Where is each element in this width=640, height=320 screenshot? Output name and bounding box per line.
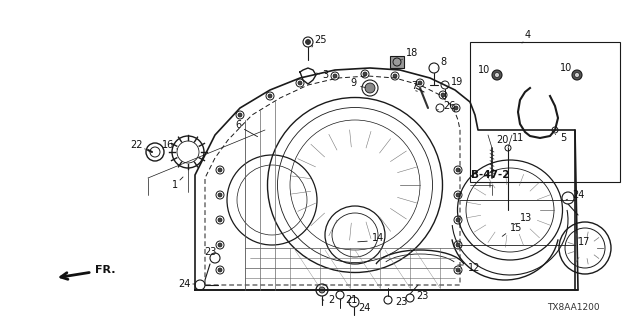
Circle shape <box>572 70 582 80</box>
Circle shape <box>363 72 367 76</box>
Text: 10: 10 <box>560 63 572 73</box>
Text: FR.: FR. <box>61 265 115 279</box>
Text: 5: 5 <box>560 133 566 143</box>
Text: 26: 26 <box>443 101 456 111</box>
Text: 24: 24 <box>358 303 371 313</box>
Text: 3: 3 <box>322 70 328 80</box>
Text: 9: 9 <box>350 78 356 88</box>
Circle shape <box>456 268 460 272</box>
Circle shape <box>456 243 460 247</box>
Circle shape <box>418 81 422 85</box>
Circle shape <box>319 287 325 293</box>
Bar <box>390 56 404 68</box>
Bar <box>470 42 620 182</box>
Text: TX8AA1200: TX8AA1200 <box>547 303 600 313</box>
Text: 4: 4 <box>525 30 531 40</box>
Circle shape <box>218 218 222 222</box>
Circle shape <box>218 268 222 272</box>
Circle shape <box>456 218 460 222</box>
Circle shape <box>575 73 579 77</box>
Text: 24: 24 <box>572 190 584 200</box>
Text: 16: 16 <box>162 140 174 150</box>
Circle shape <box>456 168 460 172</box>
Text: 11: 11 <box>512 133 524 143</box>
Text: 18: 18 <box>406 48 419 58</box>
Circle shape <box>441 93 445 97</box>
Text: 20: 20 <box>496 135 508 145</box>
Text: 22: 22 <box>130 140 143 150</box>
Text: 21: 21 <box>345 295 357 305</box>
Circle shape <box>333 74 337 78</box>
Circle shape <box>456 193 460 197</box>
Text: 12: 12 <box>468 263 481 273</box>
Circle shape <box>218 193 222 197</box>
Text: 24: 24 <box>178 279 190 289</box>
Circle shape <box>365 83 375 93</box>
Text: 23: 23 <box>416 291 428 301</box>
Text: 15: 15 <box>510 223 522 233</box>
Text: 10: 10 <box>478 65 490 75</box>
Text: 7: 7 <box>411 81 417 91</box>
Text: 23: 23 <box>204 247 216 257</box>
Circle shape <box>238 113 242 117</box>
Text: 1: 1 <box>172 180 178 190</box>
Text: 6: 6 <box>235 120 241 130</box>
Text: 13: 13 <box>520 213 532 223</box>
Circle shape <box>218 168 222 172</box>
Text: 8: 8 <box>440 57 446 67</box>
Circle shape <box>298 81 302 85</box>
Text: 23: 23 <box>395 297 408 307</box>
Text: 14: 14 <box>372 233 384 243</box>
Text: 25: 25 <box>314 35 326 45</box>
Circle shape <box>305 39 310 44</box>
Text: 2: 2 <box>328 295 334 305</box>
Text: B-47-2: B-47-2 <box>471 170 509 180</box>
Circle shape <box>495 73 499 77</box>
Circle shape <box>492 70 502 80</box>
Circle shape <box>268 94 272 98</box>
Circle shape <box>454 106 458 110</box>
Circle shape <box>393 74 397 78</box>
Circle shape <box>218 243 222 247</box>
Text: 19: 19 <box>451 77 463 87</box>
Text: 17: 17 <box>578 237 590 247</box>
